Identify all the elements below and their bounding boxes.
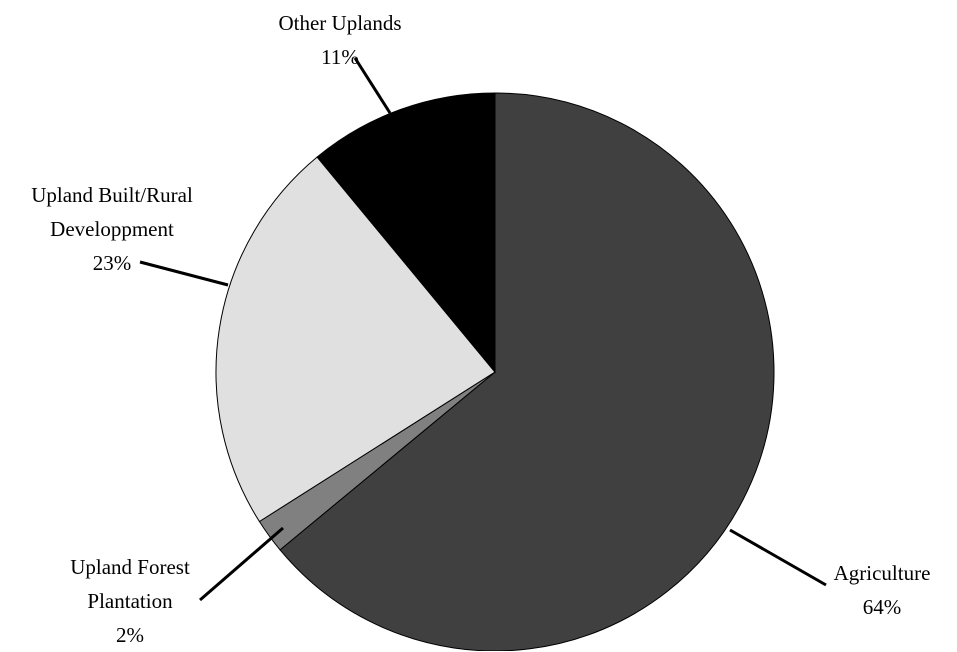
leader-line	[139, 260, 229, 287]
value-label: 64%	[862, 595, 902, 619]
pie-slice	[279, 92, 775, 651]
value-label: 2%	[116, 623, 144, 647]
leader-line	[729, 528, 827, 587]
leader-line	[353, 57, 392, 114]
slice-label: Agriculture 64%	[807, 556, 957, 624]
slice-label: Upland Forest Plantation 2%	[43, 550, 218, 652]
category-label: Agriculture	[833, 561, 931, 585]
slice-label: Other Uplands 11%	[255, 6, 425, 74]
pie-slice	[316, 92, 496, 374]
leader-line	[199, 526, 284, 602]
slice-label: Upland Built/Rural Developpment 23%	[0, 178, 225, 280]
value-label: 23%	[92, 251, 132, 275]
value-label: 11%	[321, 45, 359, 69]
category-label: Upland Forest Plantation	[70, 555, 190, 613]
category-label: Other Uplands	[278, 11, 402, 35]
pie-slice	[215, 156, 496, 523]
category-label: Upland Built/Rural Developpment	[31, 183, 193, 241]
